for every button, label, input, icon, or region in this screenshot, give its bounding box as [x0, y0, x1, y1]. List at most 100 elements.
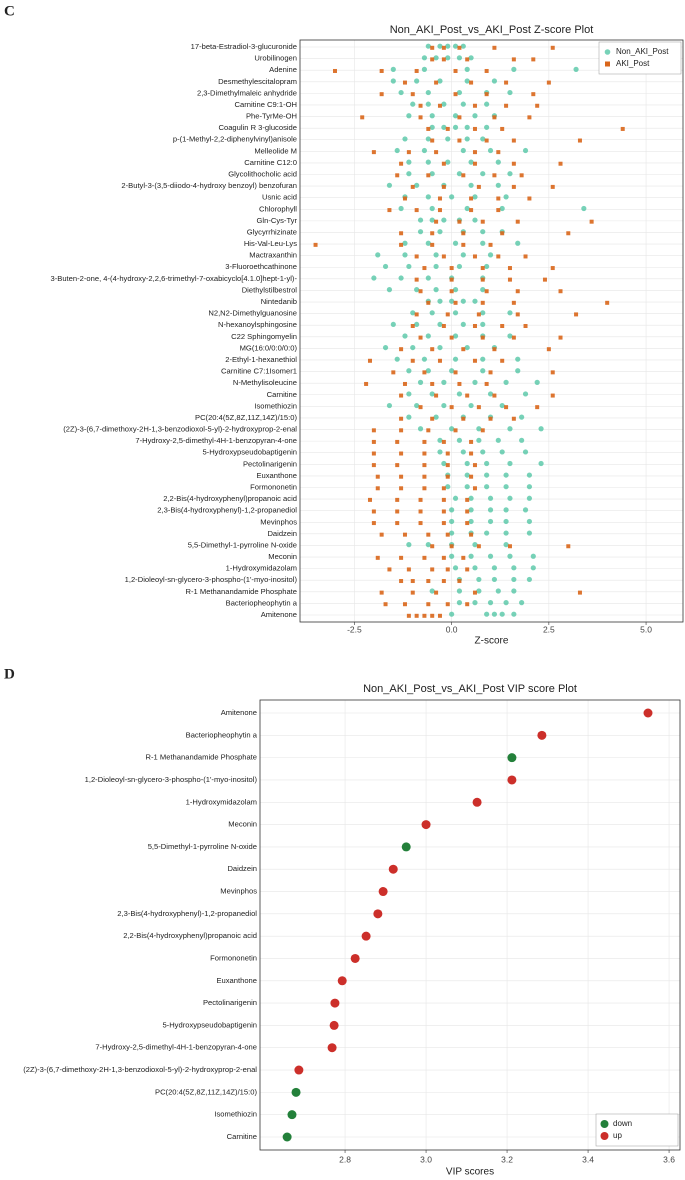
point [461, 173, 466, 178]
point [406, 613, 411, 618]
point [402, 252, 408, 258]
y-tick-label: Carnitine [227, 1132, 257, 1141]
point [507, 775, 517, 785]
point [399, 347, 404, 352]
point [441, 521, 446, 526]
point [574, 312, 579, 317]
y-tick-label: 1-Hydroxymidazolam [186, 797, 257, 806]
point [511, 576, 517, 583]
point [472, 590, 477, 595]
point [503, 518, 509, 525]
y-tick-label: Chlorophyll [259, 204, 297, 213]
legend-marker [600, 1120, 609, 1128]
point [425, 159, 431, 165]
y-tick-label: Euxanthone [216, 976, 257, 985]
point [511, 300, 516, 305]
y-tick-label: 2-Ethyl-1-hexanethiol [225, 355, 297, 364]
point [449, 289, 454, 294]
point [421, 356, 428, 362]
y-tick-label: Mactraxanthin [249, 251, 297, 260]
point [371, 509, 376, 514]
point [546, 347, 551, 352]
point [445, 484, 451, 490]
point [460, 321, 466, 328]
point [460, 101, 466, 107]
point [472, 150, 477, 155]
point [487, 518, 494, 525]
point [550, 45, 555, 50]
point [429, 391, 435, 397]
point [383, 602, 388, 607]
point [488, 370, 493, 375]
point [421, 147, 428, 154]
point [577, 138, 582, 143]
point [445, 312, 450, 317]
point [487, 252, 494, 258]
point [507, 333, 513, 339]
point [425, 89, 431, 96]
y-tick-label: 7-Hydroxy-2,5-dimethyl-4H-1-benzopyran-4… [135, 436, 297, 445]
point [402, 196, 407, 201]
point [287, 1110, 297, 1120]
point [488, 416, 493, 421]
point [367, 358, 372, 363]
point [589, 219, 594, 224]
y-tick-label: 2,3-Dimethylmaleic anhydride [197, 88, 297, 97]
point [382, 263, 389, 270]
point [456, 600, 463, 606]
point [399, 451, 404, 456]
point [449, 298, 455, 304]
point [503, 530, 509, 536]
point [418, 521, 423, 526]
point [434, 150, 439, 155]
point [550, 184, 555, 189]
point [461, 416, 466, 421]
point [449, 368, 455, 374]
point [480, 266, 485, 271]
point [507, 544, 512, 549]
point [468, 159, 474, 165]
point [433, 263, 439, 270]
point [425, 333, 431, 339]
point [461, 347, 466, 352]
point [491, 611, 498, 617]
y-tick-label: R-1 Methanandamide Phosphate [146, 753, 257, 762]
point [480, 449, 486, 455]
y-tick-label: PC(20:4(5Z,8Z,11Z,14Z)/15:0) [195, 413, 297, 422]
point [515, 312, 520, 317]
chart-title: Non_AKI_Post_vs_AKI_Post VIP score Plot [363, 683, 577, 695]
point [430, 416, 435, 421]
point [402, 240, 408, 246]
point [456, 437, 463, 443]
point [429, 113, 435, 119]
point [484, 92, 489, 97]
point [480, 136, 486, 142]
point [406, 263, 412, 270]
point [457, 579, 462, 584]
x-tick-label: 3.6 [663, 1154, 675, 1164]
point [426, 126, 431, 131]
point [503, 194, 509, 200]
point [480, 300, 485, 305]
point [452, 113, 459, 119]
point [449, 553, 455, 559]
point [410, 590, 415, 595]
point [515, 368, 521, 374]
point [294, 1065, 304, 1075]
point [350, 953, 360, 963]
x-tick-label: 5.0 [640, 624, 652, 634]
point [437, 298, 443, 304]
y-tick-label: Carnitine C12:0 [244, 158, 297, 167]
point [394, 356, 400, 362]
point [519, 600, 525, 606]
point [399, 231, 404, 236]
point [425, 136, 431, 142]
point [410, 324, 415, 329]
point [503, 542, 509, 548]
point [291, 1087, 301, 1097]
point [402, 381, 407, 386]
point [430, 242, 435, 247]
point [511, 66, 517, 72]
x-axis-label: Z-score [475, 636, 509, 647]
point [434, 393, 439, 398]
